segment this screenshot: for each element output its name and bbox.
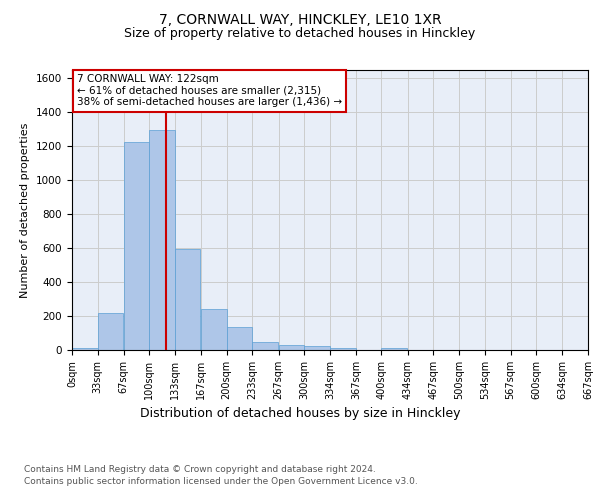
Bar [227,327,252,350]
Text: Size of property relative to detached houses in Hinckley: Size of property relative to detached ho… [124,28,476,40]
Bar [252,342,278,350]
Bar [304,346,329,350]
Text: Contains HM Land Registry data © Crown copyright and database right 2024.: Contains HM Land Registry data © Crown c… [24,465,376,474]
Bar [382,348,407,350]
Bar [98,312,123,350]
Text: Distribution of detached houses by size in Hinckley: Distribution of detached houses by size … [140,408,460,420]
Bar [175,249,200,350]
Text: Contains public sector information licensed under the Open Government Licence v3: Contains public sector information licen… [24,478,418,486]
Text: 7 CORNWALL WAY: 122sqm
← 61% of detached houses are smaller (2,315)
38% of semi-: 7 CORNWALL WAY: 122sqm ← 61% of detached… [77,74,342,108]
Text: 7, CORNWALL WAY, HINCKLEY, LE10 1XR: 7, CORNWALL WAY, HINCKLEY, LE10 1XR [158,12,442,26]
Bar [124,142,149,350]
Bar [278,345,304,350]
Bar [331,348,356,350]
Y-axis label: Number of detached properties: Number of detached properties [20,122,31,298]
Bar [201,310,227,350]
Bar [72,348,98,350]
Bar [149,130,175,350]
